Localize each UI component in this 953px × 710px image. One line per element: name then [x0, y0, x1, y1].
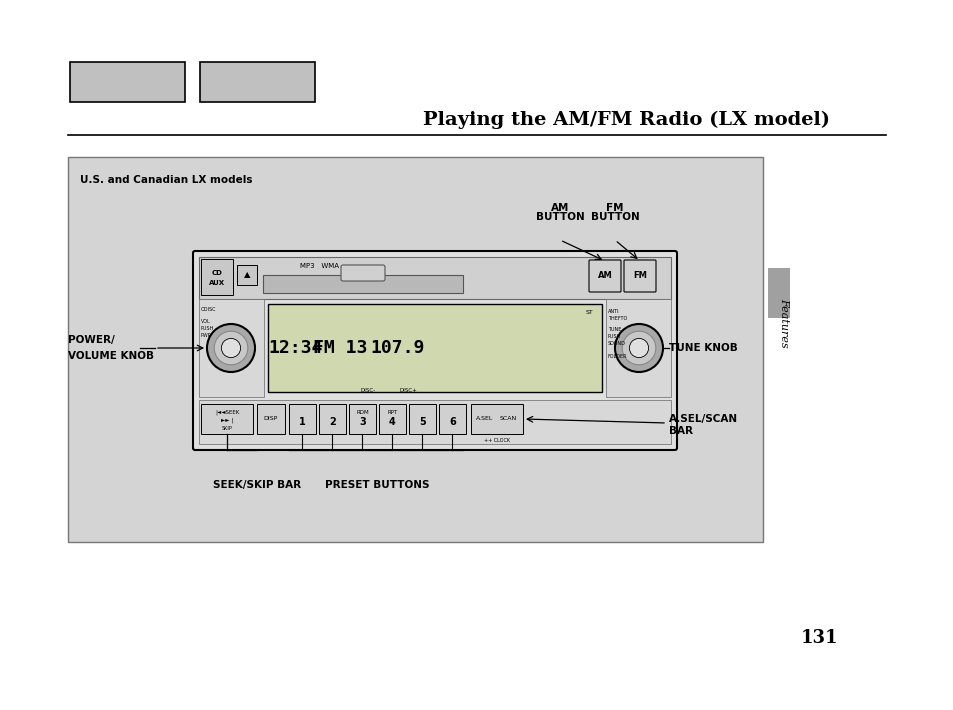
Text: ANTI: ANTI	[607, 309, 619, 314]
Circle shape	[621, 331, 655, 365]
Bar	[199, 400, 670, 444]
Text: U.S. and Canadian LX models: U.S. and Canadian LX models	[80, 175, 253, 185]
Bar	[236, 265, 256, 285]
Text: TUNE: TUNE	[607, 327, 620, 332]
Text: 1: 1	[299, 417, 306, 427]
Bar	[263, 275, 462, 293]
FancyBboxPatch shape	[349, 404, 375, 434]
Text: TUNE KNOB: TUNE KNOB	[668, 343, 737, 353]
Text: VOLUME KNOB: VOLUME KNOB	[68, 351, 153, 361]
FancyBboxPatch shape	[318, 404, 346, 434]
FancyBboxPatch shape	[623, 260, 656, 292]
Text: ►► |: ►► |	[221, 417, 233, 422]
Text: PUSH: PUSH	[201, 326, 214, 331]
Circle shape	[615, 324, 662, 372]
FancyBboxPatch shape	[438, 404, 465, 434]
Text: THEFTO: THEFTO	[607, 316, 626, 321]
Text: PWR: PWR	[201, 333, 212, 338]
Text: |◄◄SEEK: |◄◄SEEK	[214, 409, 239, 415]
Text: AM: AM	[597, 271, 612, 280]
FancyBboxPatch shape	[409, 404, 436, 434]
Text: CD: CD	[212, 270, 222, 276]
Circle shape	[214, 331, 248, 365]
Text: 12:34: 12:34	[269, 339, 323, 357]
Text: 2: 2	[329, 417, 335, 427]
Text: SOUND: SOUND	[607, 341, 625, 346]
FancyBboxPatch shape	[256, 404, 285, 434]
Text: PUSH: PUSH	[607, 334, 620, 339]
Bar	[605, 299, 670, 397]
Bar	[199, 299, 264, 397]
Text: 3: 3	[358, 417, 366, 427]
Text: DISP: DISP	[264, 417, 278, 422]
FancyBboxPatch shape	[340, 265, 385, 281]
Text: FOLDER: FOLDER	[607, 354, 627, 359]
Text: DISC-: DISC-	[360, 388, 375, 393]
Text: ST: ST	[585, 310, 594, 315]
Text: AUX: AUX	[209, 280, 225, 286]
FancyBboxPatch shape	[70, 62, 185, 102]
FancyBboxPatch shape	[200, 62, 314, 102]
Text: VOL: VOL	[201, 319, 211, 324]
Bar	[268, 304, 601, 392]
Text: 4: 4	[389, 417, 395, 427]
FancyBboxPatch shape	[201, 404, 253, 434]
Circle shape	[629, 339, 648, 358]
Text: AM: AM	[550, 203, 569, 213]
FancyBboxPatch shape	[378, 404, 406, 434]
Circle shape	[207, 324, 254, 372]
Bar	[199, 257, 670, 299]
Text: ++ CLOCK: ++ CLOCK	[483, 437, 510, 442]
FancyBboxPatch shape	[471, 404, 522, 434]
Text: MP3   WMA: MP3 WMA	[299, 263, 338, 269]
Text: SCAN: SCAN	[498, 417, 517, 422]
Text: RPT: RPT	[387, 410, 397, 415]
Bar	[767, 268, 789, 318]
Text: FM: FM	[633, 271, 646, 280]
FancyBboxPatch shape	[68, 157, 762, 542]
Text: FM: FM	[605, 203, 623, 213]
FancyBboxPatch shape	[588, 260, 620, 292]
Text: 5: 5	[418, 417, 425, 427]
Text: DISC+: DISC+	[398, 388, 416, 393]
Text: SKIP: SKIP	[221, 425, 233, 430]
Text: Features: Features	[779, 298, 788, 348]
Text: A.SEL: A.SEL	[476, 417, 493, 422]
Text: FM 13: FM 13	[313, 339, 367, 357]
Text: 6: 6	[449, 417, 456, 427]
Text: 107.9: 107.9	[371, 339, 425, 357]
Text: BAR: BAR	[668, 426, 692, 436]
Text: PRESET BUTTONS: PRESET BUTTONS	[325, 480, 429, 490]
Text: RDM: RDM	[355, 410, 369, 415]
Text: Playing the AM/FM Radio (LX model): Playing the AM/FM Radio (LX model)	[422, 111, 829, 129]
FancyBboxPatch shape	[289, 404, 315, 434]
Text: BUTTON: BUTTON	[535, 212, 584, 222]
Text: ▲: ▲	[244, 271, 250, 280]
Text: SEEK/SKIP BAR: SEEK/SKIP BAR	[213, 480, 301, 490]
FancyBboxPatch shape	[193, 251, 677, 450]
Text: POWER/: POWER/	[68, 335, 114, 345]
Text: 131: 131	[801, 629, 838, 647]
Bar	[201, 259, 233, 295]
Circle shape	[221, 339, 240, 358]
Text: BUTTON: BUTTON	[590, 212, 639, 222]
Text: A.SEL/SCAN: A.SEL/SCAN	[668, 414, 738, 424]
Text: ODISC: ODISC	[201, 307, 216, 312]
